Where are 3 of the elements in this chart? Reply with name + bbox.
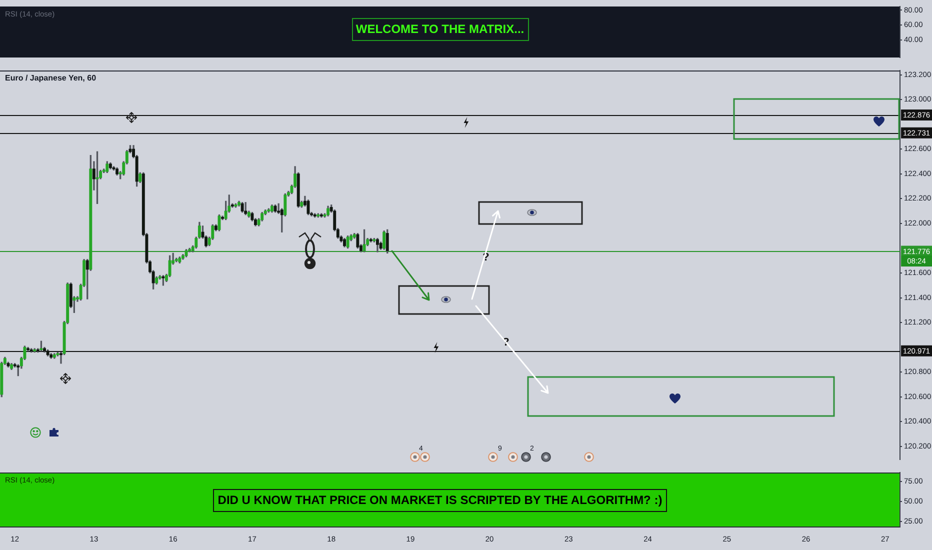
annotation: DID U KNOW THAT PRICE ON MARKET IS SCRIPTED BY THE ALGORITHM? :) <box>218 492 662 507</box>
chart-title: Euro / Japanese Yen, 60 <box>5 74 97 83</box>
annotation: WELCOME TO THE MATRIX... <box>356 22 524 36</box>
